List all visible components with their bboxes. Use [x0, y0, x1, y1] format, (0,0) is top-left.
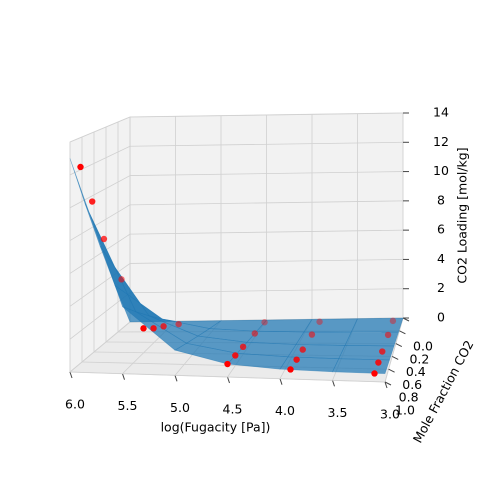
tick-mark: [279, 378, 283, 385]
data-point: [175, 320, 182, 328]
data-point: [118, 276, 125, 283]
surface-patch: [303, 318, 358, 333]
x-tick-label: 4.5: [223, 402, 243, 417]
tick-mark: [227, 376, 230, 384]
grid-line: [69, 116, 131, 143]
x-tick-label: 5.5: [118, 398, 138, 413]
tick-mark: [388, 368, 395, 373]
x-tick-label: 6.0: [65, 397, 85, 412]
grid-line: [129, 112, 404, 118]
z-tick-label: 2: [437, 280, 445, 295]
data-point: [261, 319, 268, 326]
data-point: [371, 370, 378, 377]
z-tick-label: 6: [437, 222, 445, 237]
z-tick-label: 4: [437, 251, 445, 266]
data-point: [316, 318, 323, 325]
data-point: [160, 323, 167, 330]
grid-line: [129, 200, 404, 206]
grid-line: [69, 175, 131, 209]
data-point: [375, 359, 382, 366]
y-tick-label: 0.6: [402, 377, 422, 392]
data-point: [251, 330, 258, 337]
grid-line: [69, 321, 131, 373]
grid-line: [69, 233, 131, 274]
data-point: [140, 325, 147, 332]
data-point: [150, 325, 157, 332]
data-point: [384, 331, 392, 339]
grid-line: [129, 259, 404, 264]
tick-mark: [332, 380, 335, 387]
data-point: [287, 366, 294, 373]
data-point: [232, 352, 239, 359]
tick-mark: [174, 375, 178, 382]
z-axis-label: CO2 Loading [mol/kg]: [455, 147, 470, 283]
grid-line: [129, 141, 404, 147]
z-tick-label: 12: [433, 134, 449, 149]
grid-line: [69, 263, 131, 307]
grid-line: [69, 371, 386, 383]
grid-line: [129, 171, 404, 176]
y-tick-label: 0.8: [399, 390, 419, 405]
grid-line: [129, 229, 404, 235]
y-tick-label: 0.2: [409, 351, 429, 366]
grid-line: [384, 317, 404, 383]
x-tick-label: 3.5: [328, 405, 348, 420]
data-point: [389, 317, 397, 325]
grid-line: [69, 204, 131, 241]
y-tick-label: 1.0: [395, 403, 415, 418]
tick-mark: [391, 355, 399, 360]
data-point: [77, 163, 84, 171]
data-point: [299, 346, 306, 353]
y-tick-label: 0.4: [406, 364, 426, 379]
x-tick-label: 5.0: [170, 400, 190, 415]
grid-line: [129, 288, 404, 294]
z-tick-label: 14: [433, 105, 449, 120]
data-point: [379, 348, 386, 355]
data-point: [224, 360, 231, 368]
z-tick-label: 10: [433, 163, 449, 178]
tick-mark: [69, 371, 73, 379]
z-tick-label: 0: [437, 310, 445, 325]
data-point: [89, 198, 96, 205]
tick-mark: [395, 343, 403, 348]
data-point: [293, 356, 300, 363]
tick-mark: [384, 381, 388, 389]
tick-mark: [384, 381, 392, 386]
y-tick-label: 0.0: [413, 339, 433, 354]
z-tick-label: 8: [437, 192, 445, 207]
surface-patch: [295, 331, 352, 346]
x-axis-label: log(Fugacity [Pa]): [161, 420, 271, 435]
data-point: [308, 331, 316, 338]
x-tick-label: 3.0: [380, 407, 400, 422]
data-point: [100, 235, 108, 243]
tick-mark: [122, 373, 125, 380]
tick-mark: [399, 330, 406, 335]
x-tick-label: 4.0: [275, 403, 295, 418]
data-point: [239, 343, 247, 351]
surface-patch: [338, 345, 395, 361]
